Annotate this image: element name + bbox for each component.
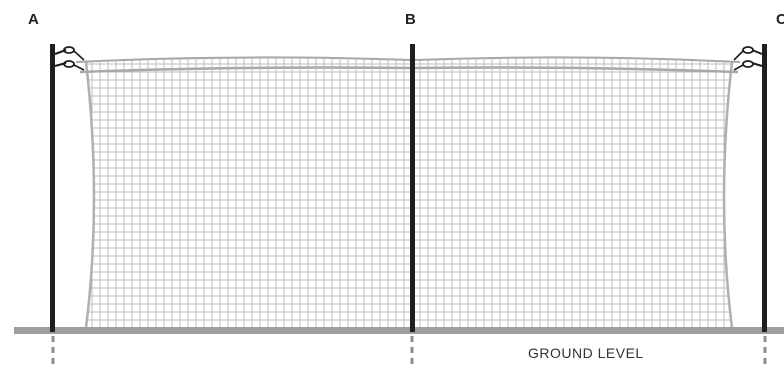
post-b bbox=[410, 44, 415, 332]
tensioner-hook-c-lower bbox=[733, 60, 763, 71]
ground-bar bbox=[14, 327, 784, 334]
netting-right-edge bbox=[722, 61, 734, 329]
netting-left-panel bbox=[86, 57, 410, 329]
top-rope-left-upper bbox=[75, 56, 411, 63]
tensioner-hook-c-upper bbox=[733, 46, 763, 61]
tensioner-hook-a-upper bbox=[54, 46, 85, 61]
post-a bbox=[50, 44, 55, 332]
ground-level-label: GROUND LEVEL bbox=[528, 345, 644, 361]
netting-right-panel bbox=[414, 57, 732, 329]
netting-left-edge bbox=[84, 61, 96, 329]
post-c-label: C bbox=[776, 11, 784, 28]
top-rope-right-upper bbox=[413, 56, 741, 63]
top-rope-right-lower bbox=[413, 66, 739, 74]
top-rope-left-lower bbox=[79, 66, 411, 74]
post-a-label: A bbox=[28, 11, 39, 28]
tensioner-hook-a-lower bbox=[54, 60, 85, 71]
post-c bbox=[762, 44, 767, 332]
post-b-label: B bbox=[405, 11, 416, 28]
